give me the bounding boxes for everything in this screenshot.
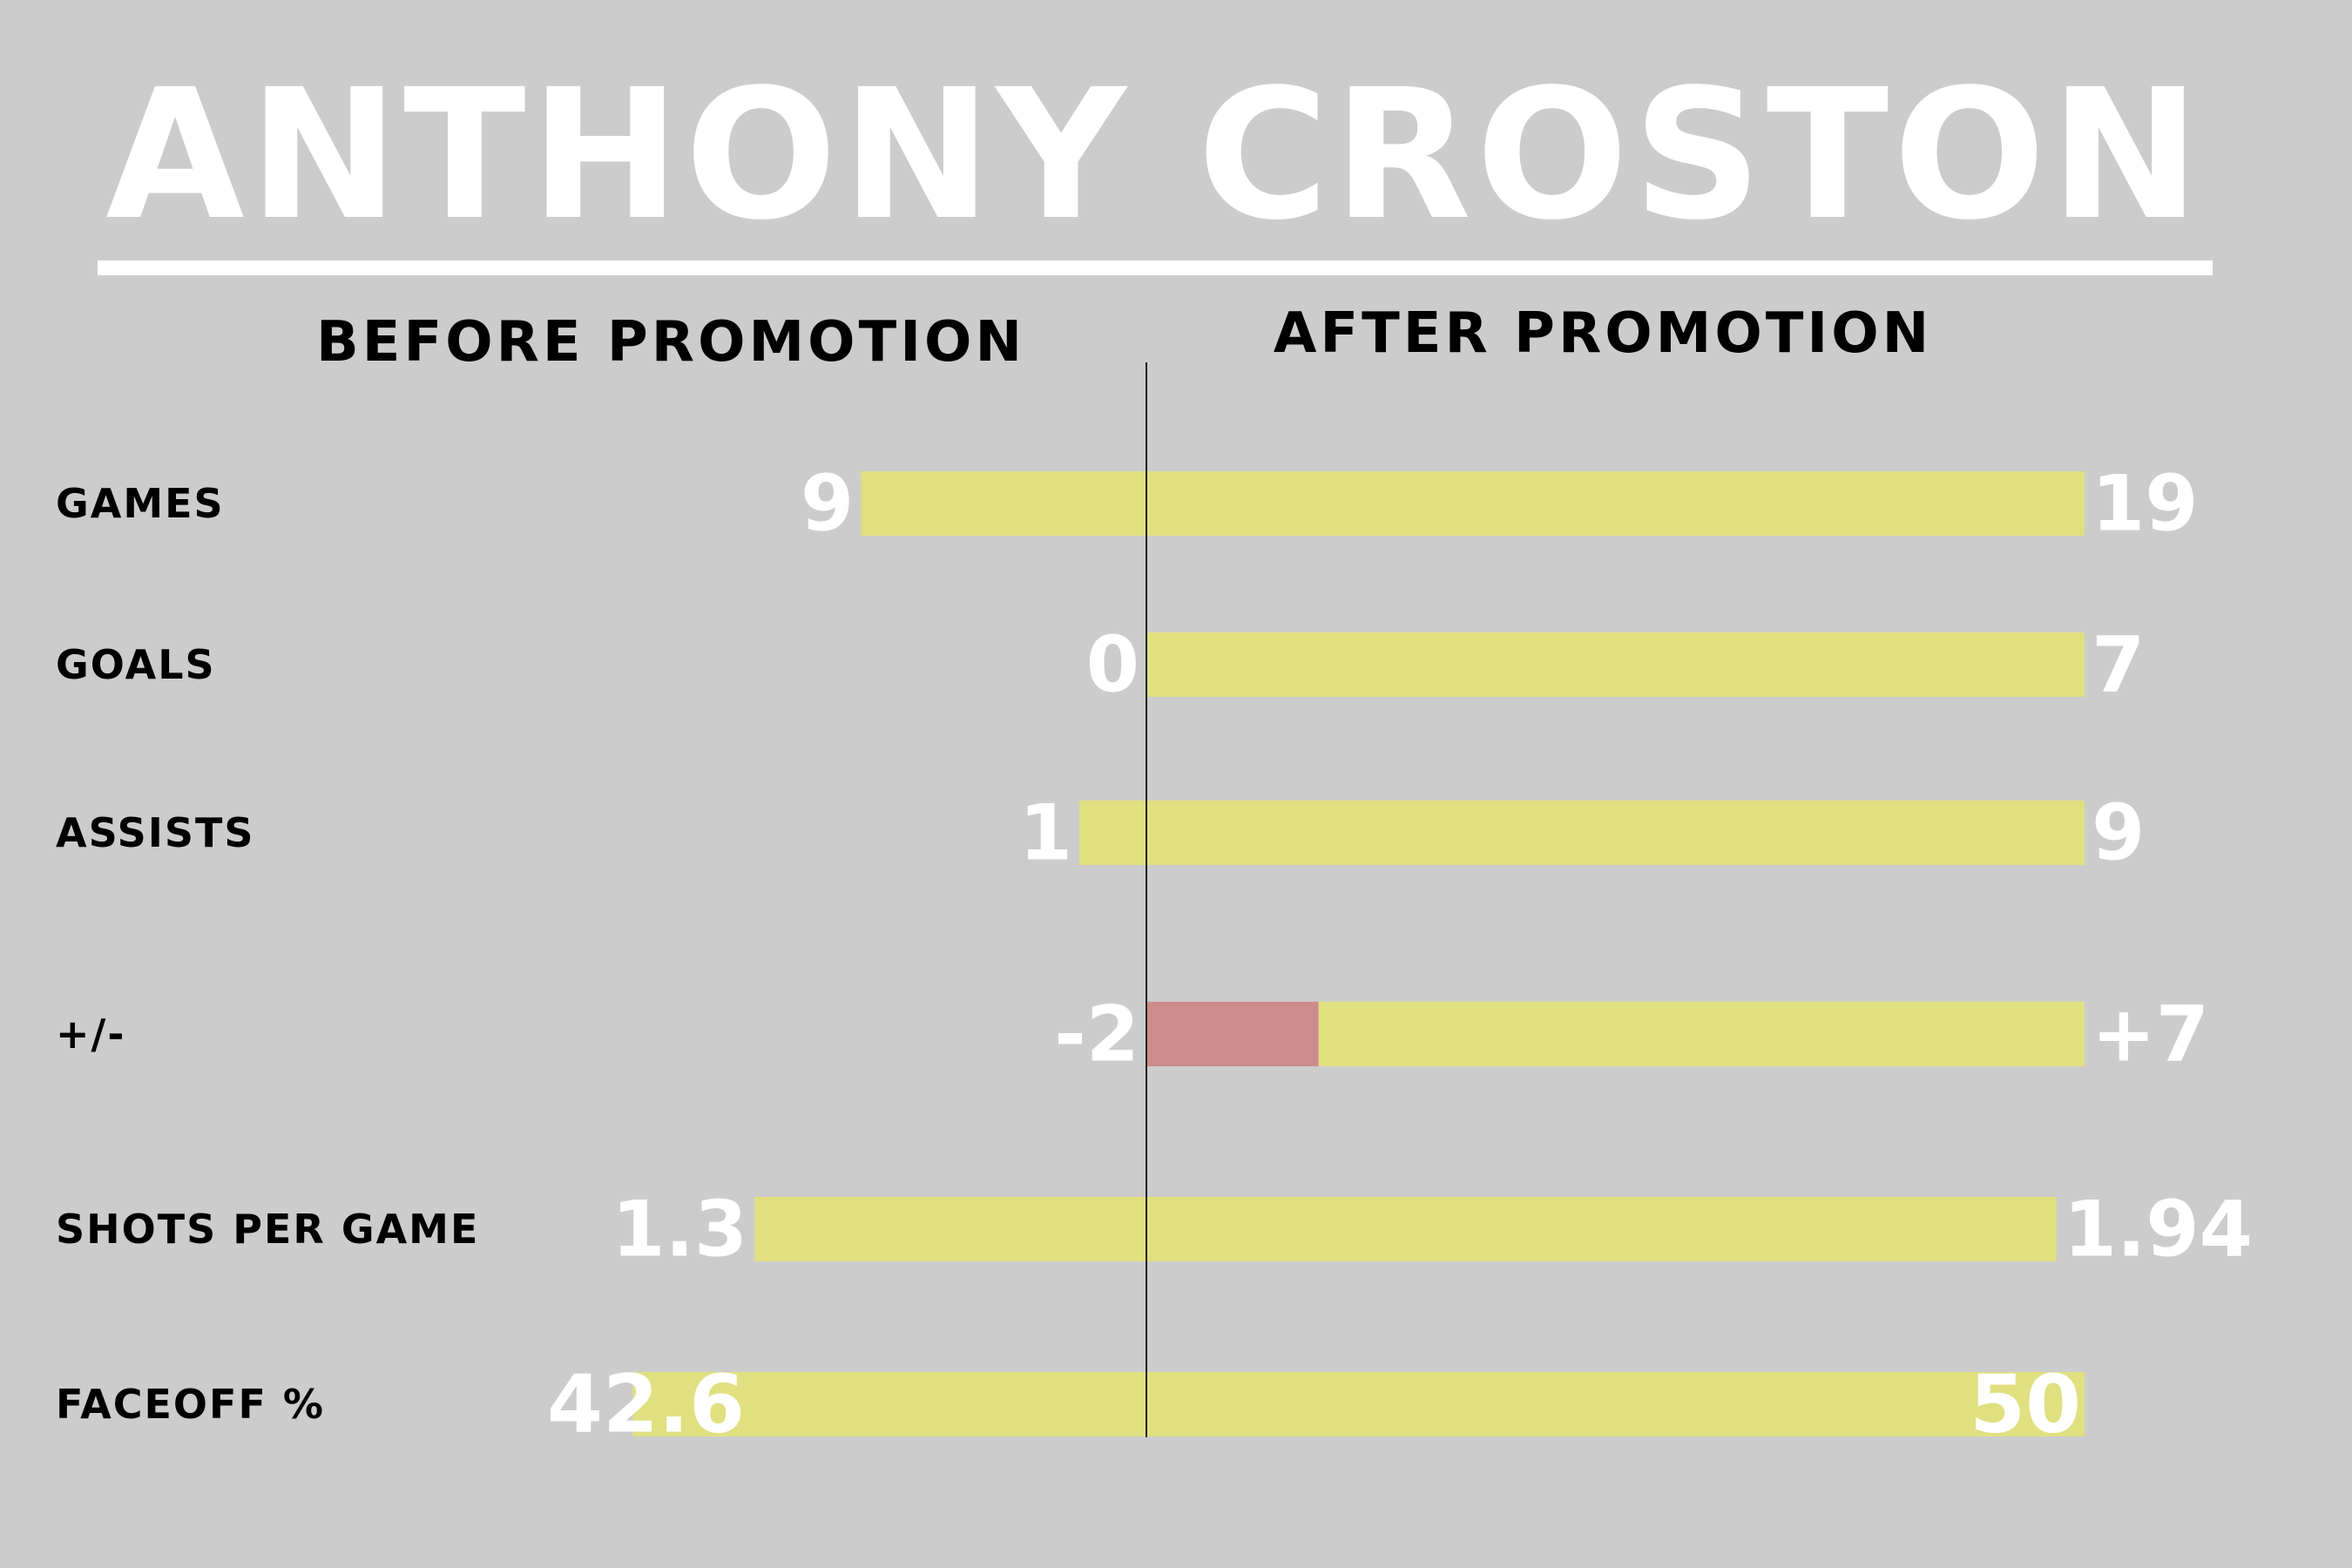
category-label-plus-minus: +/- xyxy=(56,1010,125,1058)
title-underline xyxy=(98,260,2213,275)
value-after-goals: 7 xyxy=(2092,620,2145,710)
bar-after-plus-minus xyxy=(1318,1002,2085,1066)
bar-before-faceoff-pct xyxy=(632,1372,1146,1436)
value-before-goals: 0 xyxy=(1086,620,1139,710)
bar-before-plus-minus xyxy=(1146,1002,1319,1066)
value-after-shots-per-game: 1.94 xyxy=(2064,1185,2253,1274)
category-label-shots-per-game: SHOTS PER GAME xyxy=(56,1206,479,1253)
value-after-assists: 9 xyxy=(2092,788,2145,878)
value-before-assists: 1 xyxy=(1019,788,1072,878)
value-after-games: 19 xyxy=(2092,459,2198,549)
category-label-games: GAMES xyxy=(56,480,225,527)
category-label-faceoff-pct: FACEOFF % xyxy=(56,1381,325,1428)
bar-after-assists xyxy=(1146,801,2085,865)
category-label-goals: GOALS xyxy=(56,641,216,688)
bar-before-assists xyxy=(1079,801,1146,865)
bar-before-games xyxy=(861,471,1146,536)
player-name-title: ANTHONY CROSTON xyxy=(105,51,2205,260)
bar-after-games xyxy=(1146,471,2085,536)
value-after-faceoff-pct: 50 xyxy=(1970,1358,2081,1451)
bar-after-goals xyxy=(1146,632,2085,697)
bar-after-faceoff-pct xyxy=(1146,1372,2085,1436)
bar-after-shots-per-game xyxy=(1146,1197,2057,1261)
value-before-plus-minus: -2 xyxy=(1054,990,1139,1079)
bars xyxy=(632,471,2085,1436)
bar-before-shots-per-game xyxy=(754,1197,1146,1261)
value-before-shots-per-game: 1.3 xyxy=(612,1185,747,1274)
value-before-faceoff-pct: 42.6 xyxy=(547,1358,745,1451)
after-promotion-heading: AFTER PROMOTION xyxy=(1273,301,1933,366)
value-after-plus-minus: +7 xyxy=(2092,990,2209,1079)
category-label-assists: ASSISTS xyxy=(56,809,255,856)
before-promotion-heading: BEFORE PROMOTION xyxy=(315,310,1026,375)
value-before-games: 9 xyxy=(801,459,854,549)
